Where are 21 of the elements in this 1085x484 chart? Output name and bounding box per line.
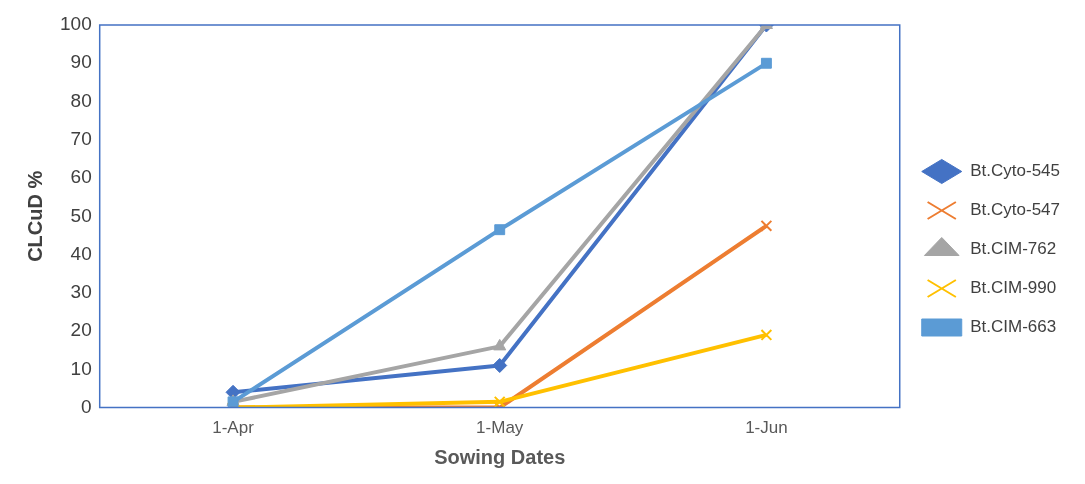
y-tick-label: 100 — [60, 13, 92, 35]
x-axis-title: Sowing Dates — [434, 445, 566, 468]
legend-label: Bt.Cyto-547 — [970, 200, 1060, 220]
y-tick-label: 60 — [70, 166, 92, 188]
y-tick-label: 80 — [70, 89, 92, 111]
x-tick-label: 1-May — [476, 418, 524, 438]
legend-label: Bt.Cyto-545 — [970, 161, 1060, 181]
legend-label: Bt.CIM-990 — [970, 278, 1057, 298]
y-axis-title: CLCuD % — [23, 170, 46, 262]
legend-label: Bt.CIM-762 — [970, 239, 1057, 259]
y-tick-label: 30 — [70, 281, 92, 303]
y-tick-label: 40 — [70, 242, 92, 264]
y-tick-label: 0 — [81, 395, 92, 417]
y-tick-label: 90 — [70, 51, 92, 73]
x-tick-label: 1-Apr — [212, 418, 255, 438]
y-tick-label: 20 — [70, 319, 92, 341]
legend-label: Bt.CIM-663 — [970, 317, 1057, 337]
y-tick-label: 70 — [70, 128, 92, 150]
y-tick-label: 10 — [70, 357, 92, 379]
y-tick-label: 50 — [70, 204, 92, 226]
x-tick-label: 1-Jun — [745, 418, 788, 438]
